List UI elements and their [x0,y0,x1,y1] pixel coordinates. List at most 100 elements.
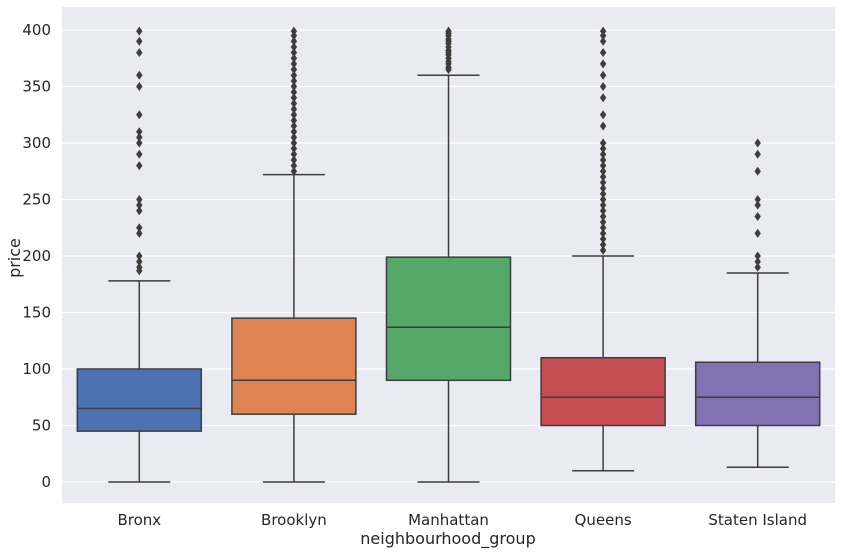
outlier-point [599,206,607,216]
outlier-point [599,110,607,120]
outlier-point [599,211,607,221]
outlier-point [599,144,607,154]
outlier-point [290,144,298,154]
outlier-point [290,93,298,103]
outlier-point [290,87,298,97]
outlier-point [290,53,298,63]
outlier-point [290,132,298,142]
iqr-box [540,356,666,427]
y-tick-label: 400 [22,21,51,39]
outlier-point [290,104,298,114]
outlier-point [599,48,607,58]
outlier-point [136,195,143,204]
iqr-box [385,256,512,382]
outlier-point [599,36,607,46]
outlier-point [599,31,607,41]
outlier-point [136,48,143,58]
outlier-point [599,240,607,250]
x-tick-label: Brooklyn [261,511,327,529]
outlier-point [290,76,298,86]
outlier-point [754,228,761,238]
outlier-point [290,110,298,120]
x-tick-labels: Bronx Brooklyn Manhattan Queens Staten Islan… [117,511,807,529]
outlier-point [290,161,298,171]
box-group [694,138,821,469]
outlier-point [290,48,298,58]
outlier-point [754,200,761,210]
iqr-box [231,317,357,415]
outlier-point [136,149,143,159]
x-tick-label: Bronx [117,511,161,529]
outlier-point [754,195,761,204]
y-tick-labels: 0 50 100 150 200 250 300 350 400 [22,21,51,491]
outlier-point [290,82,298,91]
outlier-point [136,262,143,272]
outlier-point [290,59,298,69]
outlier-point [599,166,607,176]
outlier-point [290,115,298,125]
outlier-point [136,110,143,120]
outlier-point [599,59,607,69]
x-tick-label: Queens [575,511,632,529]
outlier-point [754,211,761,221]
outlier-point [599,178,607,188]
outlier-point [754,138,761,148]
outlier-point [599,223,607,233]
outlier-point [136,161,143,171]
outlier-point [290,31,298,41]
outlier-point [599,93,607,103]
outlier-point [754,149,761,159]
outlier-point [599,189,607,199]
outlier-point [290,121,298,131]
outlier-point [136,36,143,46]
y-tick-label: 50 [32,417,51,435]
outlier-point [290,127,298,137]
iqr-box [694,361,821,427]
box-group [231,26,357,483]
outlier-point [136,127,143,137]
x-tick-label: Staten Island [708,511,807,529]
y-tick-label: 200 [22,247,51,265]
outlier-point [136,223,143,233]
y-tick-label: 0 [41,473,51,491]
outlier-point [599,217,607,227]
x-tick-label: Manhattan [408,511,489,529]
outlier-point [599,172,607,182]
outlier-point [599,70,607,80]
outlier-point [136,132,143,142]
outlier-point [754,251,761,261]
outlier-point [136,200,143,210]
outlier-point [599,183,607,193]
outlier-point [136,257,143,267]
outlier-point [599,155,607,165]
outlier-point [599,195,607,204]
outlier-point [754,262,761,272]
iqr-box [76,368,203,432]
outlier-point [599,26,607,36]
y-tick-label: 350 [22,78,51,96]
y-tick-label: 150 [22,304,51,322]
outlier-point [136,138,143,148]
y-axis-label: price [5,238,24,278]
outlier-point [136,206,143,216]
outlier-point [599,161,607,171]
outlier-point [290,36,298,46]
outlier-point [290,149,298,159]
outlier-point [136,70,143,80]
box-group [385,26,512,483]
outlier-point [599,82,607,91]
outlier-point [290,155,298,165]
outlier-point [290,26,298,36]
y-tick-label: 250 [22,191,51,209]
outlier-point [290,70,298,80]
outlier-point [290,138,298,148]
box-group [76,26,203,483]
outlier-point [136,26,143,36]
x-axis-label: neighbourhood_group [360,529,535,549]
outlier-point [754,166,761,176]
outlier-point [754,257,761,267]
outlier-point [445,26,452,36]
box-group [540,26,666,472]
outlier-point [290,65,298,75]
